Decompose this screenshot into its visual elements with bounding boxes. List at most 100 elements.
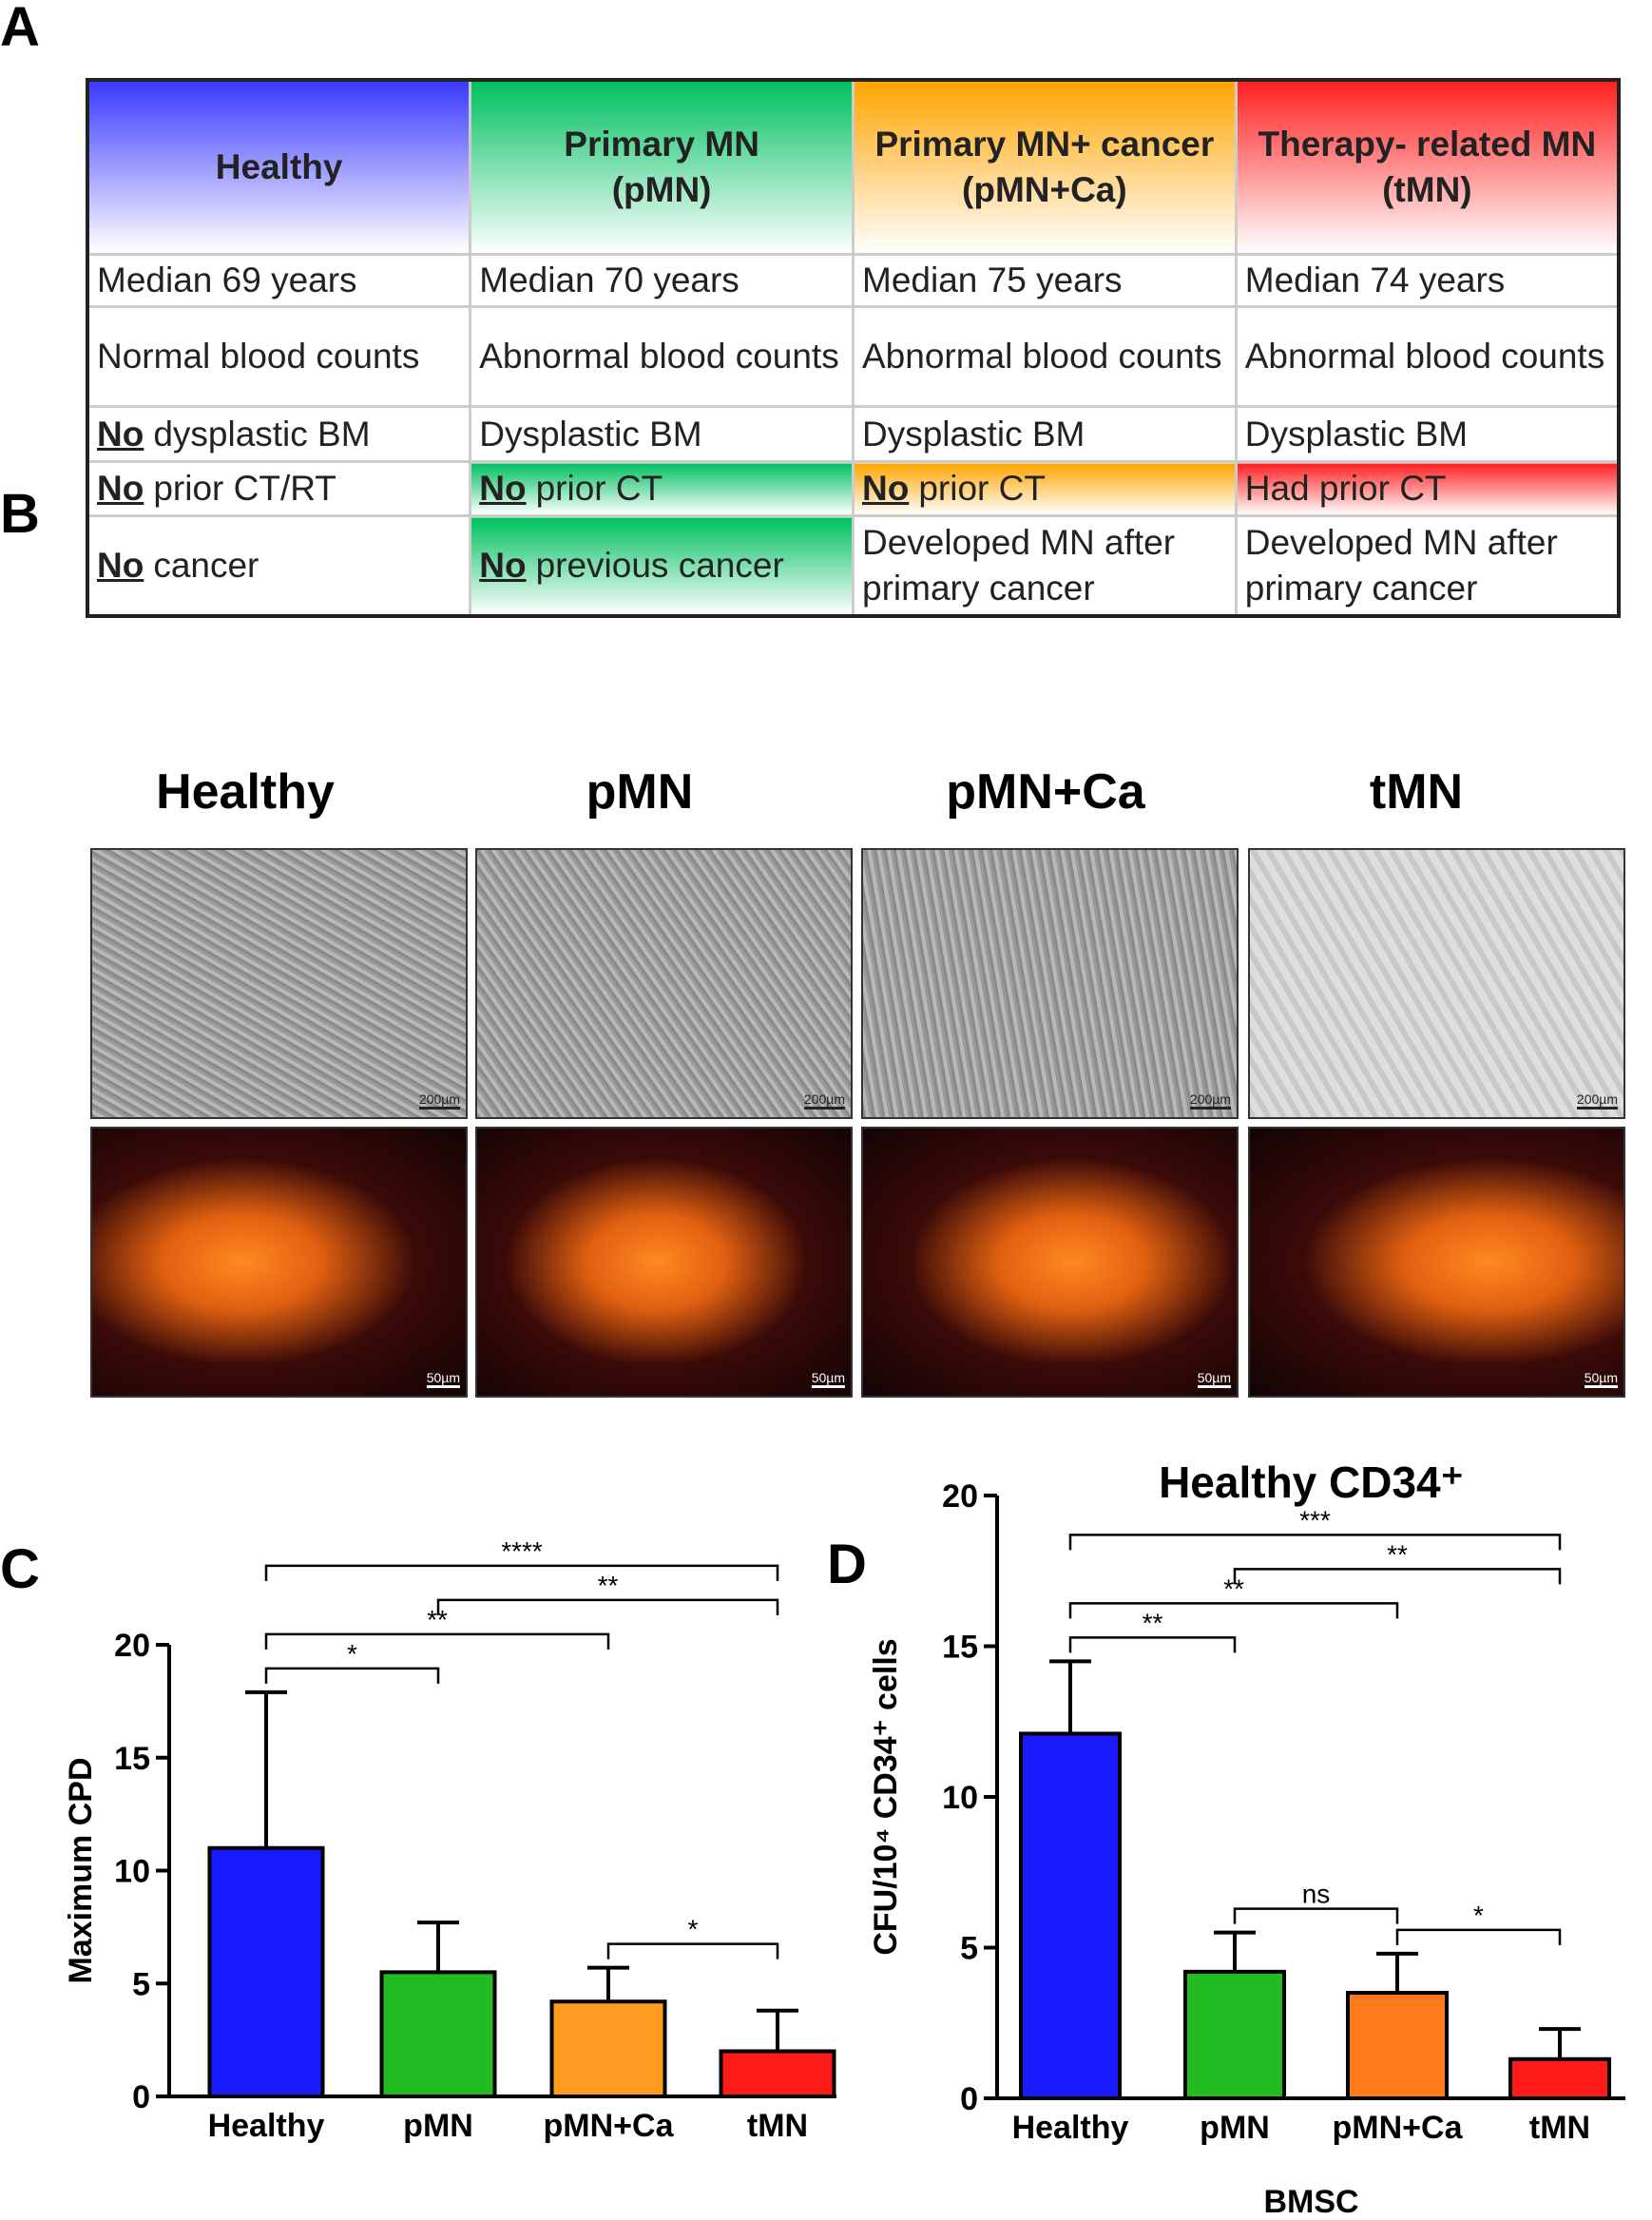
fluorescence-image: 50µm <box>475 1127 853 1398</box>
bar <box>719 2049 836 2098</box>
significance-label: ** <box>598 1571 619 1600</box>
y-tick-label: 0 <box>960 2081 978 2117</box>
table-cell: Median 74 years <box>1234 252 1621 309</box>
emphasis: No <box>479 545 527 585</box>
significance-label: ** <box>1143 1608 1163 1637</box>
scale-bar-label: 200µm <box>1189 1091 1231 1110</box>
fluorescence-image: 50µm <box>1248 1127 1625 1398</box>
significance-bracket <box>1233 1568 1562 1585</box>
x-tick-label: Healthy <box>1012 2110 1129 2146</box>
y-tick-label: 10 <box>942 1780 978 1816</box>
bar <box>1019 1731 1122 2101</box>
fluorescence-image: 50µm <box>90 1127 468 1398</box>
header-line: Primary MN+ cancer <box>874 124 1215 164</box>
significance-bracket <box>264 1632 610 1650</box>
header-line: Healthy <box>215 146 343 186</box>
table-cell: Abnormal blood counts <box>852 305 1238 409</box>
table-cell: No prior CT/RT <box>86 460 472 518</box>
phase-contrast-image: 200µm <box>475 848 853 1119</box>
scale-bar-label: 50µm <box>811 1370 845 1388</box>
table-cell: Median 75 years <box>852 252 1238 309</box>
significance-label: *** <box>1299 1505 1331 1535</box>
table-cell: No previous cancer <box>469 514 855 618</box>
table-cell: No prior CT <box>469 460 855 518</box>
phase-contrast-image: 200µm <box>861 848 1239 1119</box>
table-cell: No cancer <box>86 514 472 618</box>
x-tick-label: pMN+Ca <box>544 2108 675 2144</box>
clinical-table: Healthy Primary MN (pMN) Primary MN+ cancer… <box>86 78 1621 618</box>
y-axis-label: CFU/10⁴ CD34⁺ cells <box>868 1638 904 1955</box>
header-row: Healthy Primary MN (pMN) Primary MN+ cancer… <box>86 78 1621 256</box>
x-tick-label: pMN <box>403 2108 473 2144</box>
fluorescence-image: 50µm <box>861 1127 1239 1398</box>
table-cell: Median 69 years <box>86 252 472 309</box>
panel-label: D <box>827 1534 867 1595</box>
bar <box>549 1999 667 2098</box>
scale-bar-label: 50µm <box>426 1370 460 1388</box>
scale-bar-label: 50µm <box>1584 1370 1618 1388</box>
column-title: pMN+Ca <box>946 764 1146 820</box>
chart-title: Healthy CD34⁺ <box>1159 1457 1464 1507</box>
x-tick-label: Healthy <box>208 2108 325 2144</box>
cell-text: prior CT/RT <box>153 469 336 509</box>
header-cell: Primary MN (pMN) <box>469 78 855 256</box>
table-row: No prior CT/RT No prior CT No prior CT Had pri… <box>86 460 1621 518</box>
header-cell: Primary MN+ cancer (pMN+Ca) <box>852 78 1238 256</box>
cell-text: prior CT <box>918 469 1046 509</box>
cell-text: prior CT <box>535 469 663 509</box>
significance-bracket <box>1068 1602 1399 1619</box>
y-tick-label: 5 <box>132 1966 150 2002</box>
cell-text: previous cancer <box>535 545 784 585</box>
table-cell: Normal blood counts <box>86 305 472 409</box>
significance-bracket <box>436 1598 779 1615</box>
significance-bracket <box>264 1564 779 1581</box>
table-row: Median 69 years Median 70 years Median 75 … <box>86 252 1621 309</box>
significance-bracket <box>1068 1534 1562 1551</box>
panel-label: B <box>0 483 40 545</box>
panel-label: C <box>0 1538 40 1600</box>
column-title: Healthy <box>156 764 335 820</box>
significance-label: ns <box>1302 1880 1331 1909</box>
y-axis-label: Maximum CPD <box>63 1757 99 1983</box>
significance-label: ** <box>427 1605 448 1634</box>
y-tick-label: 15 <box>942 1630 978 1666</box>
header-line: (tMN) <box>1382 170 1472 209</box>
table-cell: Dysplastic BM <box>1234 405 1621 464</box>
bar <box>1346 1991 1449 2101</box>
table-cell: Had prior CT <box>1234 460 1621 518</box>
x-tick-label: tMN <box>1529 2110 1590 2146</box>
y-tick-label: 0 <box>132 2079 150 2115</box>
table-cell: Median 70 years <box>469 252 855 309</box>
significance-label: ** <box>1223 1573 1244 1603</box>
table-cell: Dysplastic BM <box>852 405 1238 464</box>
y-tick-label: 15 <box>114 1741 150 1777</box>
significance-label: * <box>347 1639 357 1669</box>
column-title: pMN <box>586 764 694 820</box>
significance-label: ** <box>1387 1539 1408 1569</box>
scale-bar-label: 200µm <box>418 1091 460 1110</box>
emphasis: No <box>862 469 910 509</box>
x-tick-label: tMN <box>747 2108 808 2144</box>
header-line: Primary MN <box>564 124 759 164</box>
phase-contrast-image: 200µm <box>90 848 468 1119</box>
significance-label: * <box>1473 1901 1484 1930</box>
table-cell: No prior CT <box>852 460 1238 518</box>
significance-bracket <box>606 1942 779 1959</box>
x-tick-label: pMN <box>1200 2110 1270 2146</box>
table-cell: Abnormal blood counts <box>469 305 855 409</box>
emphasis: No <box>97 414 144 454</box>
header-cell: Healthy <box>86 78 472 256</box>
scale-bar-label: 200µm <box>1576 1091 1618 1110</box>
significance-label: **** <box>501 1536 543 1566</box>
cell-text: cancer <box>153 545 259 585</box>
header-line: Therapy- related MN <box>1258 124 1597 164</box>
bar <box>1183 1969 1286 2101</box>
bar <box>379 1970 497 2098</box>
column-title: tMN <box>1370 764 1463 820</box>
cell-text: dysplastic BM <box>153 414 371 454</box>
y-tick-label: 5 <box>960 1931 978 1967</box>
table-cell: Developed MN after primary cancer <box>1234 514 1621 618</box>
scale-bar-label: 200µm <box>803 1091 845 1110</box>
